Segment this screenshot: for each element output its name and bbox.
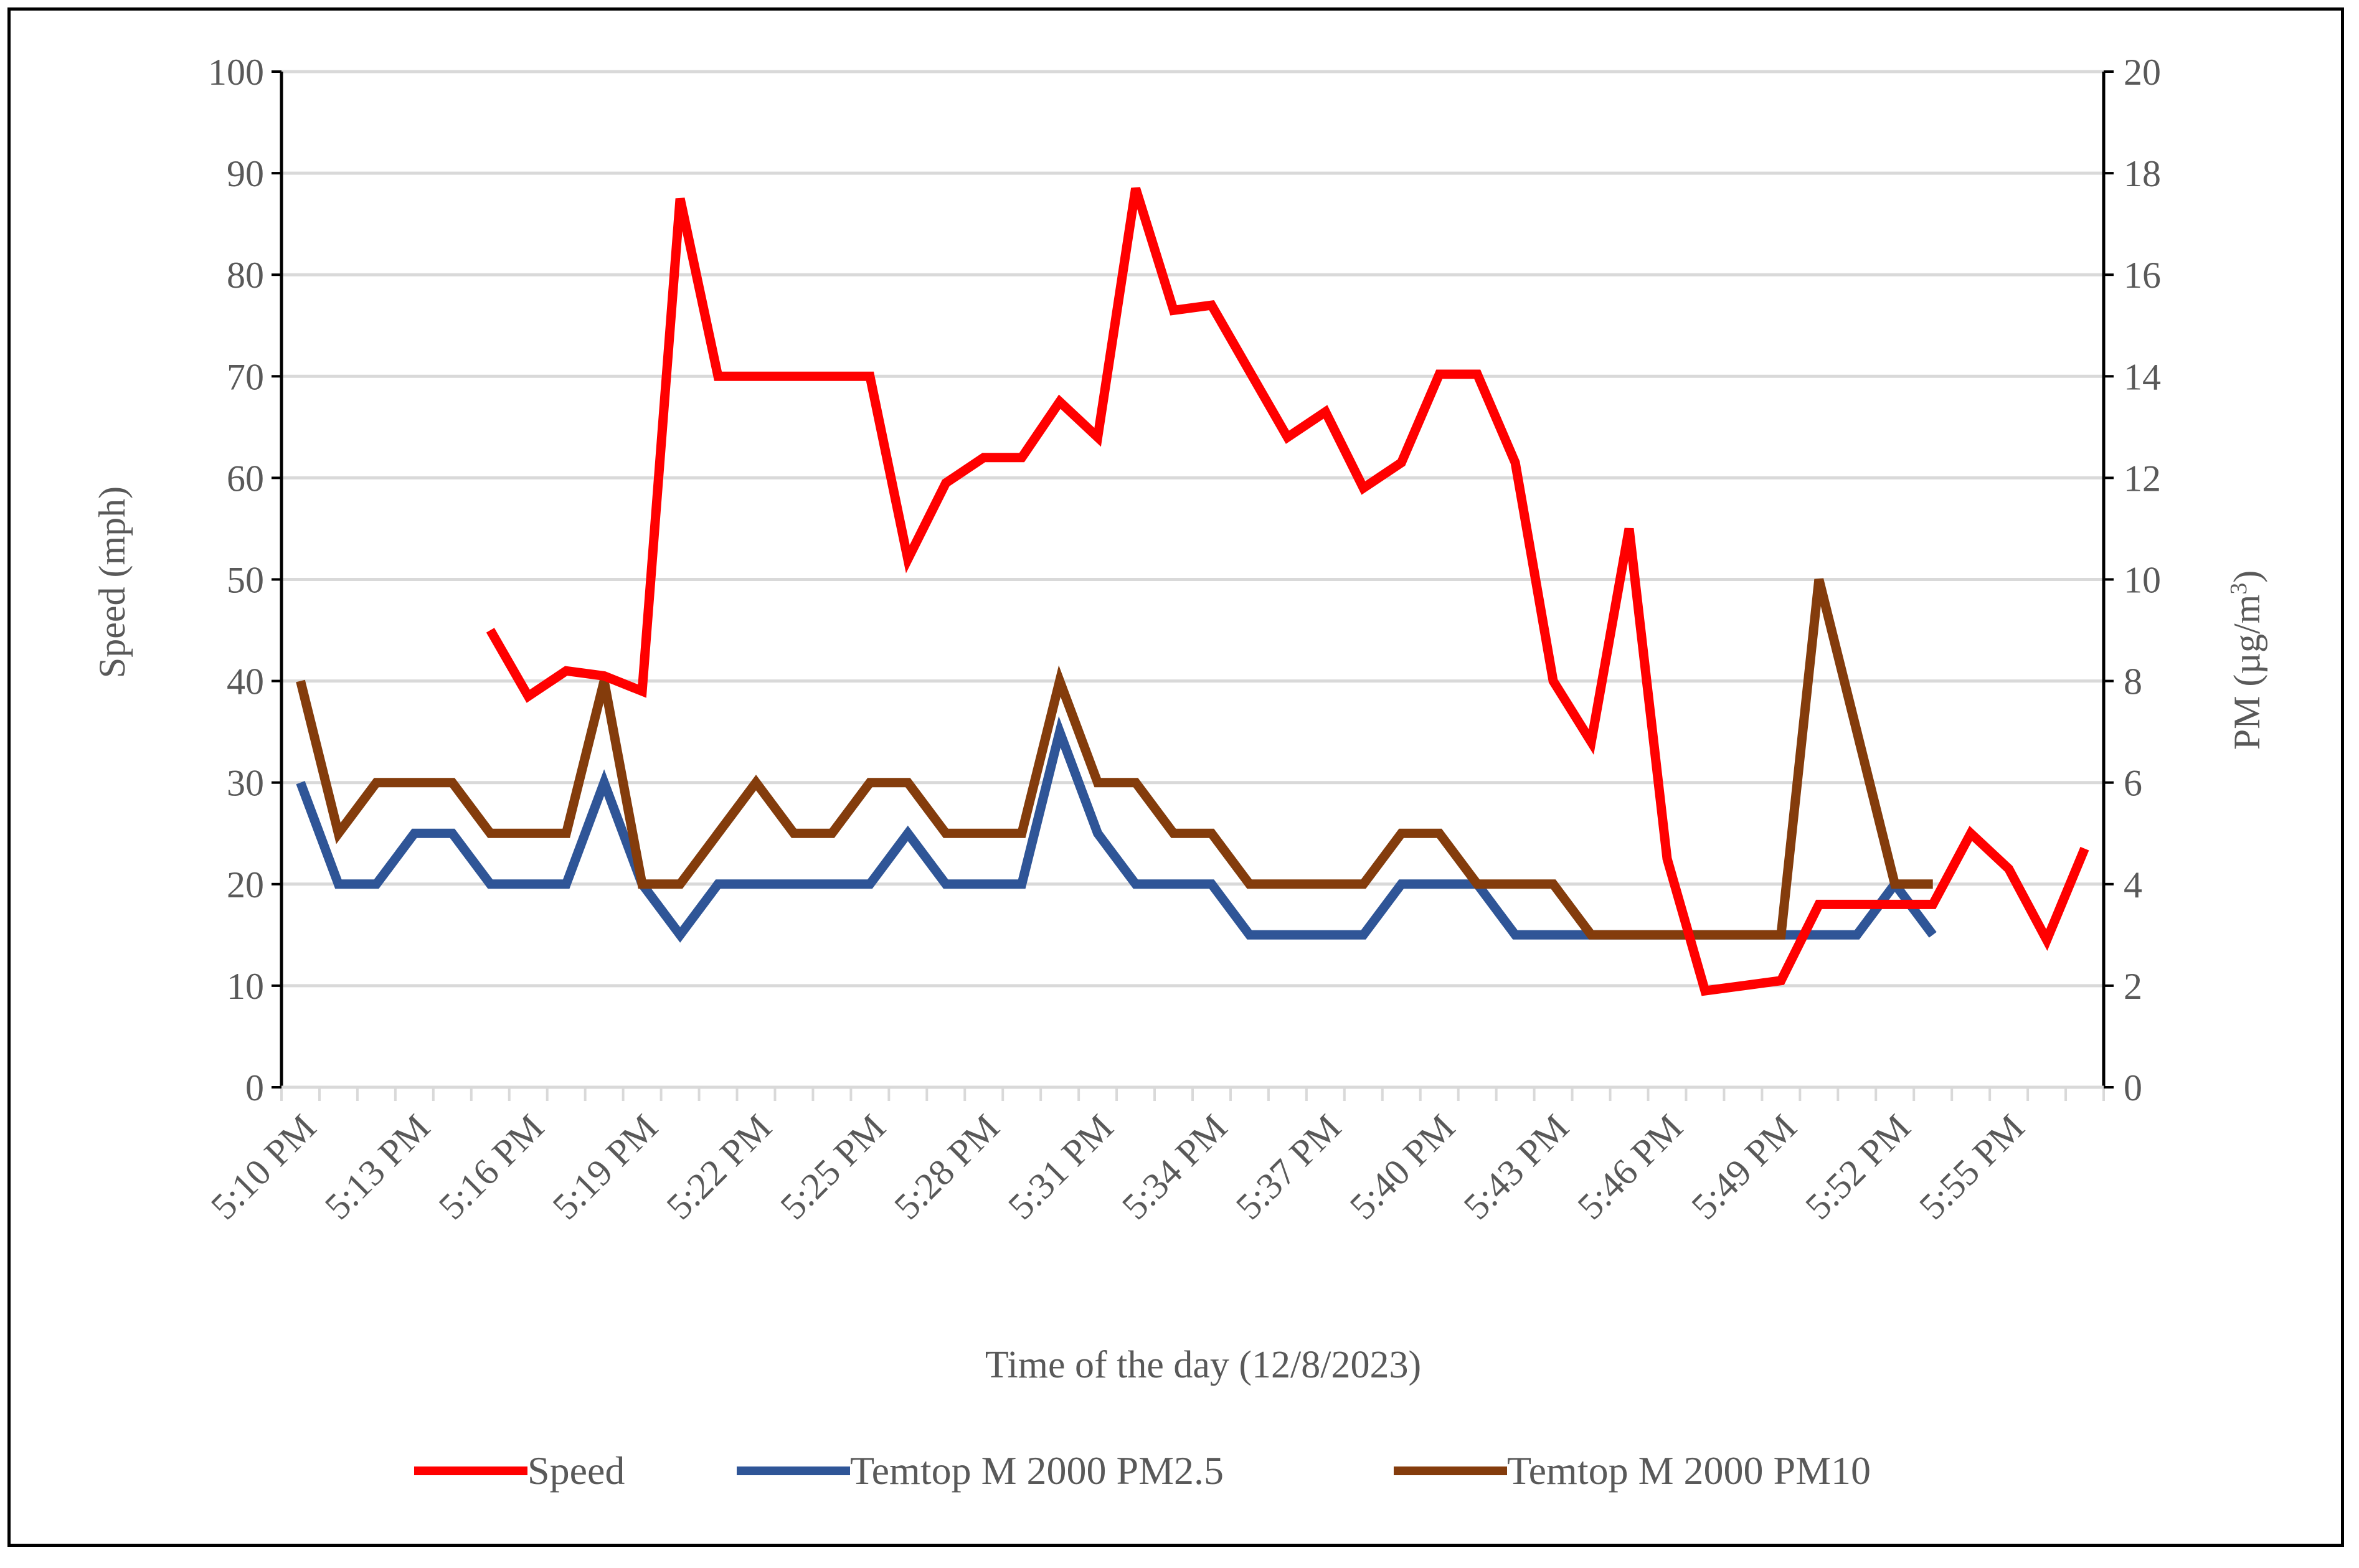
x-axis-label: Time of the day (12/8/2023) [985,1344,1421,1386]
x-tick-label: 5:25 PM [772,1107,893,1227]
y-tick-label-left: 70 [227,356,264,397]
y-tick-label-left: 80 [227,255,264,296]
series-lines [296,187,2089,996]
legend: Speed Temtop M 2000 PM2.5 Temtop M 2000 … [414,1448,1871,1493]
x-tick-label: 5:31 PM [1000,1107,1121,1227]
y-tick-label-right: 4 [2124,864,2142,905]
x-tick-label: 5:52 PM [1797,1107,1918,1227]
x-tick-label: 5:43 PM [1456,1107,1577,1227]
y-tick-label-left: 50 [227,560,264,601]
x-tick-label: 5:49 PM [1683,1107,1804,1227]
y-tick-label-left: 10 [227,966,264,1007]
x-tick-label: 5:34 PM [1114,1107,1235,1227]
y-tick-label-left: 100 [208,52,264,93]
x-tick-label: 5:28 PM [886,1107,1007,1227]
gridlines [281,70,2104,988]
x-tick-label: 5:16 PM [431,1107,552,1227]
x-tick-label: 5:55 PM [1911,1107,2032,1227]
x-tick-label: 5:22 PM [658,1107,779,1227]
y-tick-label-right: 16 [2124,255,2161,296]
y-tick-label-right: 12 [2124,458,2161,499]
y-tick-label-left: 0 [245,1067,264,1108]
legend-item-pm25: Temtop M 2000 PM2.5 [737,1448,1224,1493]
y-tick-label-right: 20 [2124,52,2161,93]
right-axis-ticks: 0 2 4 6 8 10 12 14 16 18 20 [2124,52,2161,1108]
y-tick-label-left: 20 [227,864,264,905]
y-axis-right-label: PM (µg/m3) [2226,570,2267,750]
series-line-speed [486,187,2089,996]
y-tick-label-right: 10 [2124,560,2161,601]
y-tick-label-left: 90 [227,153,264,194]
y-tick-label-right: 18 [2124,153,2161,194]
chart-frame [7,7,2344,1547]
axes [272,70,2114,1101]
y-tick-label-right: 2 [2124,966,2142,1007]
y-axis-left-label: Speed (mph) [92,486,133,678]
y-tick-label-right: 6 [2124,763,2142,804]
legend-label-speed: Speed [527,1448,625,1493]
legend-item-pm10: Temtop M 2000 PM10 [1394,1448,1871,1493]
legend-label-pm10: Temtop M 2000 PM10 [1507,1448,1871,1493]
y-tick-label-right: 0 [2124,1067,2142,1108]
legend-item-speed: Speed [414,1448,625,1493]
y-tick-label-left: 30 [227,763,264,804]
x-axis-ticks: 5:10 PM5:13 PM5:16 PM5:19 PM5:22 PM5:25 … [203,1107,2032,1227]
x-tick-label: 5:40 PM [1342,1107,1463,1227]
y-tick-label-left: 40 [227,661,264,702]
x-tick-label: 5:13 PM [317,1107,438,1227]
left-axis-ticks: 0 10 20 30 40 50 60 70 80 90 100 [208,52,264,1108]
x-tick-label: 5:46 PM [1569,1107,1690,1227]
x-tick-label: 5:37 PM [1228,1107,1349,1227]
legend-label-pm25: Temtop M 2000 PM2.5 [850,1448,1224,1493]
y-tick-label-left: 60 [227,458,264,499]
y-tick-label-right: 14 [2124,356,2161,397]
x-tick-label: 5:19 PM [545,1107,666,1227]
x-tick-label: 5:10 PM [203,1107,324,1227]
y-tick-label-right: 8 [2124,661,2142,702]
series-line-temtop-m-2000-pm10 [296,578,1933,940]
